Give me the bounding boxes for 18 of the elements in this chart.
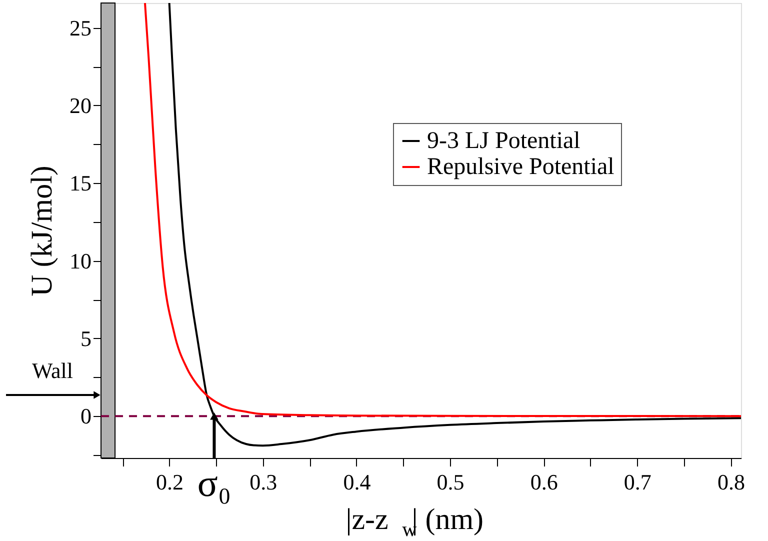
x-tick-label: 0.5 — [436, 470, 464, 494]
y-tick-label: 20 — [70, 92, 92, 118]
annotation: σ₀ — [197, 463, 232, 505]
legend-label: Repulsive Potential — [427, 154, 615, 180]
y-tick-label: 25 — [70, 15, 92, 40]
y-tick-label: 5 — [80, 326, 92, 351]
y-tick-label: 15 — [70, 170, 92, 196]
band-label: Wall — [32, 358, 73, 383]
y-axis-title: U (kJ/mol) — [26, 166, 58, 296]
x-tick-label: 0.2 — [156, 470, 184, 494]
legend-label: 9-3 LJ Potential — [427, 128, 581, 154]
y-tick-label: 0 — [80, 404, 92, 429]
x-tick-label: 0.7 — [624, 470, 652, 494]
x-tick-label: 0.8 — [717, 470, 745, 494]
x-tick-label: 0.4 — [343, 470, 371, 494]
x-tick-label: 0.3 — [250, 470, 278, 494]
x-tick-label: 0.6 — [530, 470, 558, 494]
y-tick-label: 10 — [70, 248, 92, 274]
